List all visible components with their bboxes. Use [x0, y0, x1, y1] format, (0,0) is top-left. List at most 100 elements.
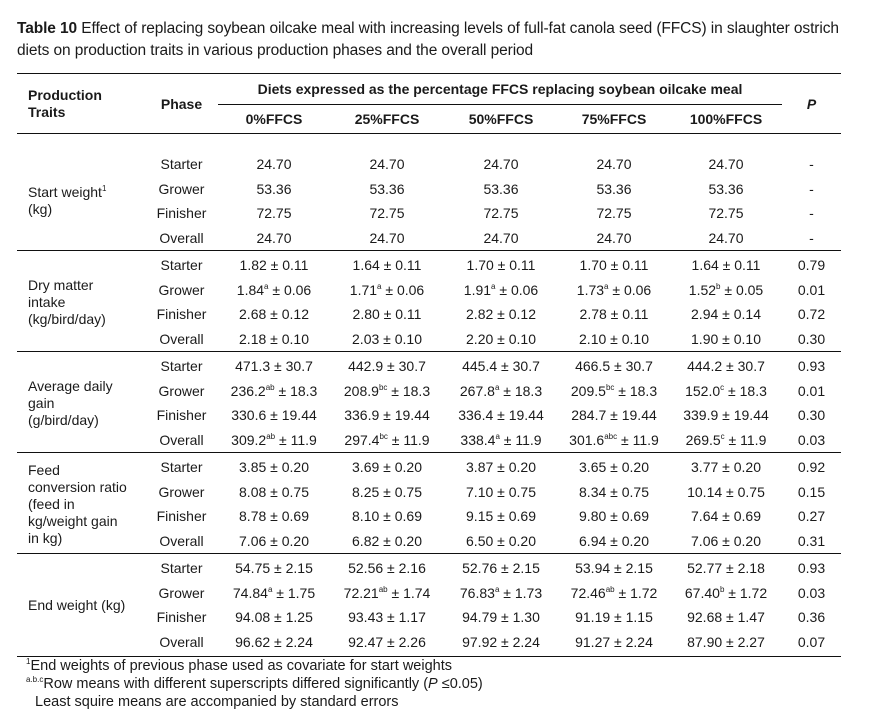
- standard-error: 11.9: [290, 431, 317, 448]
- mean-value: 2.03: [352, 330, 380, 347]
- plus-minus-symbol: ±: [266, 483, 282, 500]
- footnote-3: Least squire means are accompanied by st…: [35, 694, 399, 710]
- plus-minus-symbol: ±: [614, 584, 631, 601]
- phase-cell: Overall: [145, 427, 218, 453]
- standard-error: 2.15: [285, 560, 313, 577]
- mean-value: 339.9: [683, 407, 719, 424]
- phase-cell: Grower: [158, 483, 205, 500]
- p-value-cell: 0.92: [797, 459, 826, 476]
- value-cell: 297.4bc ± 11.9: [330, 427, 444, 453]
- plus-minus-symbol: ±: [720, 281, 736, 298]
- significance-superscript: ab: [266, 431, 276, 441]
- table-row: Grower 1.84a ± 0.06 1.71a ± 0.06 1.91a ± 0.…: [17, 278, 841, 303]
- phase-cell: Finisher: [156, 407, 207, 424]
- mean-value: 52.77: [687, 560, 723, 577]
- mean-value: 91.27: [575, 633, 611, 650]
- significance-superscript: b: [716, 281, 721, 291]
- plus-minus-symbol: ±: [379, 532, 395, 549]
- p-value-cell: -: [809, 180, 814, 197]
- value-cell: 236.2ab ± 18.3: [218, 379, 330, 404]
- mean-value: 301.6: [569, 431, 605, 448]
- value-cell: 24.70: [444, 225, 558, 251]
- value-cell: 1.90 ± 0.10: [670, 326, 782, 352]
- plus-minus-symbol: ±: [493, 306, 509, 323]
- header-diet-75: 75%FFCS: [558, 104, 670, 134]
- significance-superscript: abc: [604, 431, 618, 441]
- header-diets-span: Diets expressed as the percentage FFCS r…: [218, 73, 782, 105]
- mean-value: 9.80: [579, 508, 607, 525]
- mean-value: 8.08: [239, 483, 267, 500]
- plus-minus-symbol: ±: [275, 431, 291, 448]
- table-row: Dry matter intake (kg/bird/day) Starter 1.82…: [17, 250, 841, 352]
- mean-value: 72.75: [596, 205, 632, 222]
- plus-minus-symbol: ±: [387, 584, 404, 601]
- phase-cell: Finisher: [156, 508, 207, 525]
- value-cell: 1.64 ± 0.11: [330, 251, 444, 278]
- value-cell: 2.80 ± 0.11: [330, 302, 444, 327]
- mean-value: 24.70: [596, 229, 632, 246]
- significance-superscript: ab: [378, 584, 388, 594]
- value-cell: 2.82 ± 0.12: [444, 302, 558, 327]
- plus-minus-symbol: ±: [493, 532, 509, 549]
- mean-value: 267.8: [459, 382, 495, 399]
- value-cell: 338.4a ± 11.9: [444, 427, 558, 453]
- value-cell: 7.64 ± 0.69: [670, 504, 782, 529]
- value-cell: 24.70: [218, 150, 330, 177]
- mean-value: 284.7: [571, 407, 607, 424]
- mean-value: 444.2: [687, 358, 723, 375]
- standard-error: 0.06: [396, 281, 425, 298]
- plus-minus-symbol: ±: [606, 257, 623, 274]
- p-value-cell: -: [782, 225, 841, 251]
- mean-value: 1.70: [579, 257, 607, 274]
- standard-error: 0.75: [394, 483, 422, 500]
- value-cell: 2.68 ± 0.12: [218, 302, 330, 327]
- value-cell: 8.78 ± 0.69: [218, 504, 330, 529]
- plus-minus-symbol: ±: [606, 483, 622, 500]
- standard-error: 2.15: [512, 560, 540, 577]
- mean-value: 52.76: [462, 560, 498, 577]
- value-cell: 87.90 ± 2.27: [670, 630, 782, 655]
- standard-error: 2.26: [398, 633, 426, 650]
- standard-error: 0.75: [621, 483, 649, 500]
- mean-value: 72.75: [483, 205, 519, 222]
- plus-minus-symbol: ±: [724, 382, 740, 399]
- plus-minus-symbol: ±: [493, 459, 509, 476]
- trait-label: End weight (kg): [17, 554, 145, 655]
- plus-minus-symbol: ±: [268, 281, 284, 298]
- value-cell: 8.34 ± 0.75: [558, 480, 670, 505]
- trait-label: Start weight1 (kg): [17, 150, 145, 251]
- header-p-value: P: [782, 73, 841, 134]
- plus-minus-symbol: ±: [606, 407, 622, 424]
- value-cell: 72.21ab ± 1.74: [330, 581, 444, 606]
- value-cell: 91.19 ± 1.15: [558, 605, 670, 630]
- phase-cell: Starter: [160, 560, 203, 577]
- phase-cell: Overall: [145, 326, 218, 352]
- value-cell: 269.5c ± 11.9: [670, 427, 782, 453]
- trait-label-line: (feed in: [28, 495, 75, 512]
- significance-superscript: a: [264, 281, 269, 291]
- plus-minus-symbol: ±: [722, 633, 738, 650]
- plus-minus-symbol: ±: [381, 281, 397, 298]
- table-row: Finisher 94.08 ± 1.25 93.43 ± 1.17 94.79 ± …: [17, 605, 841, 630]
- value-cell: 1.84a ± 0.06: [218, 278, 330, 303]
- trait-label: Feed conversion ratio (feed in kg/weight ga…: [17, 452, 145, 554]
- trait-label: Average daily gain (g/bird/day): [17, 351, 145, 453]
- value-cell: 52.76 ± 2.15: [444, 554, 558, 581]
- mean-value: 93.43: [348, 609, 384, 626]
- standard-error: 0.20: [508, 459, 536, 476]
- standard-error: 18.3: [739, 382, 767, 399]
- standard-error: 2.27: [737, 633, 765, 650]
- p-value-cell: 0.01: [797, 382, 826, 399]
- table-row: Overall 309.2ab ± 11.9 297.4bc ± 11.9 338.4…: [17, 427, 841, 453]
- value-cell: 53.36: [330, 177, 444, 202]
- standard-error: 19.44: [621, 407, 657, 424]
- mean-value: 24.70: [708, 156, 744, 173]
- mean-value: 8.78: [239, 508, 267, 525]
- plus-minus-symbol: ±: [724, 584, 740, 601]
- value-cell: 2.78 ± 0.11: [558, 302, 670, 327]
- table-row: Finisher 330.6 ± 19.44 336.9 ± 19.44 336.4 …: [17, 403, 841, 428]
- mean-value: 24.70: [369, 229, 405, 246]
- plus-minus-symbol: ±: [610, 633, 626, 650]
- mean-value: 92.68: [687, 609, 723, 626]
- mean-value: 330.6: [231, 407, 267, 424]
